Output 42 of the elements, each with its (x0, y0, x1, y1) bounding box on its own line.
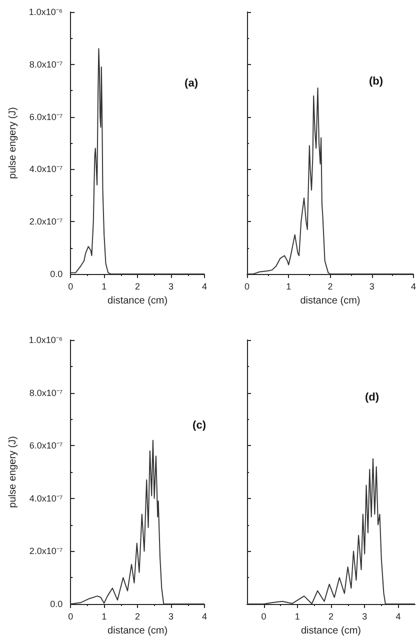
y-tick-label: 2.0x10⁻⁷ (29, 546, 63, 556)
x-tick-label: 2 (135, 282, 140, 292)
y-tick-label: 4.0x10⁻⁷ (29, 493, 63, 504)
y-tick-label: 8.0x10⁻⁷ (29, 59, 63, 70)
y-tick-label: 1.0x10⁻⁶ (28, 335, 63, 345)
x-tick-label: 3 (168, 612, 174, 622)
x-tick-label: 4 (410, 282, 416, 292)
y-tick-label: 6.0x10⁻⁷ (29, 112, 63, 122)
annotation: (b) (368, 76, 384, 88)
x-tick-label: 2 (135, 612, 140, 622)
annotation: (c) (192, 420, 206, 432)
x-axis-title: distance (cm) (300, 626, 362, 636)
y-tick-label: 6.0x10⁻⁷ (29, 440, 63, 451)
x-tick-label: 2 (328, 612, 334, 622)
x-tick-label: 1 (102, 282, 107, 292)
y-tick-label: 8.0x10⁻⁷ (29, 388, 63, 398)
y-tick-label: 0.0 (50, 269, 63, 279)
x-tick-label: 4 (202, 612, 208, 622)
x-tick-label: 3 (168, 282, 174, 292)
x-tick-label: 4 (396, 612, 401, 622)
x-tick-label: 4 (202, 282, 208, 292)
x-tick-label: 0 (68, 282, 74, 292)
y-tick-label: 2.0x10⁻⁷ (29, 216, 63, 227)
y-tick-label: 1.0x10⁻⁶ (28, 7, 63, 17)
y-axis-title: pulse engery (J) (8, 436, 18, 508)
x-axis-title: distance (cm) (108, 626, 168, 636)
x-axis-title: distance (cm) (108, 296, 168, 306)
x-tick-label: 1 (286, 282, 292, 292)
x-tick-label: 1 (102, 612, 107, 622)
y-tick-label: 0.0 (50, 599, 63, 609)
x-tick-label: 2 (328, 282, 333, 292)
x-tick-label: 0 (244, 282, 250, 292)
x-tick-label: 3 (369, 282, 374, 292)
y-axis-title: pulse engery (J) (8, 107, 18, 179)
annotation: (a) (184, 78, 198, 90)
x-axis-title: distance (cm) (300, 296, 360, 306)
annotation: (d) (364, 392, 380, 404)
x-tick-label: 0 (68, 612, 74, 622)
x-tick-label: 1 (294, 612, 300, 622)
y-tick-label: 4.0x10⁻⁷ (29, 164, 63, 174)
x-tick-label: 3 (362, 612, 368, 622)
x-tick-label: 0 (261, 612, 266, 622)
